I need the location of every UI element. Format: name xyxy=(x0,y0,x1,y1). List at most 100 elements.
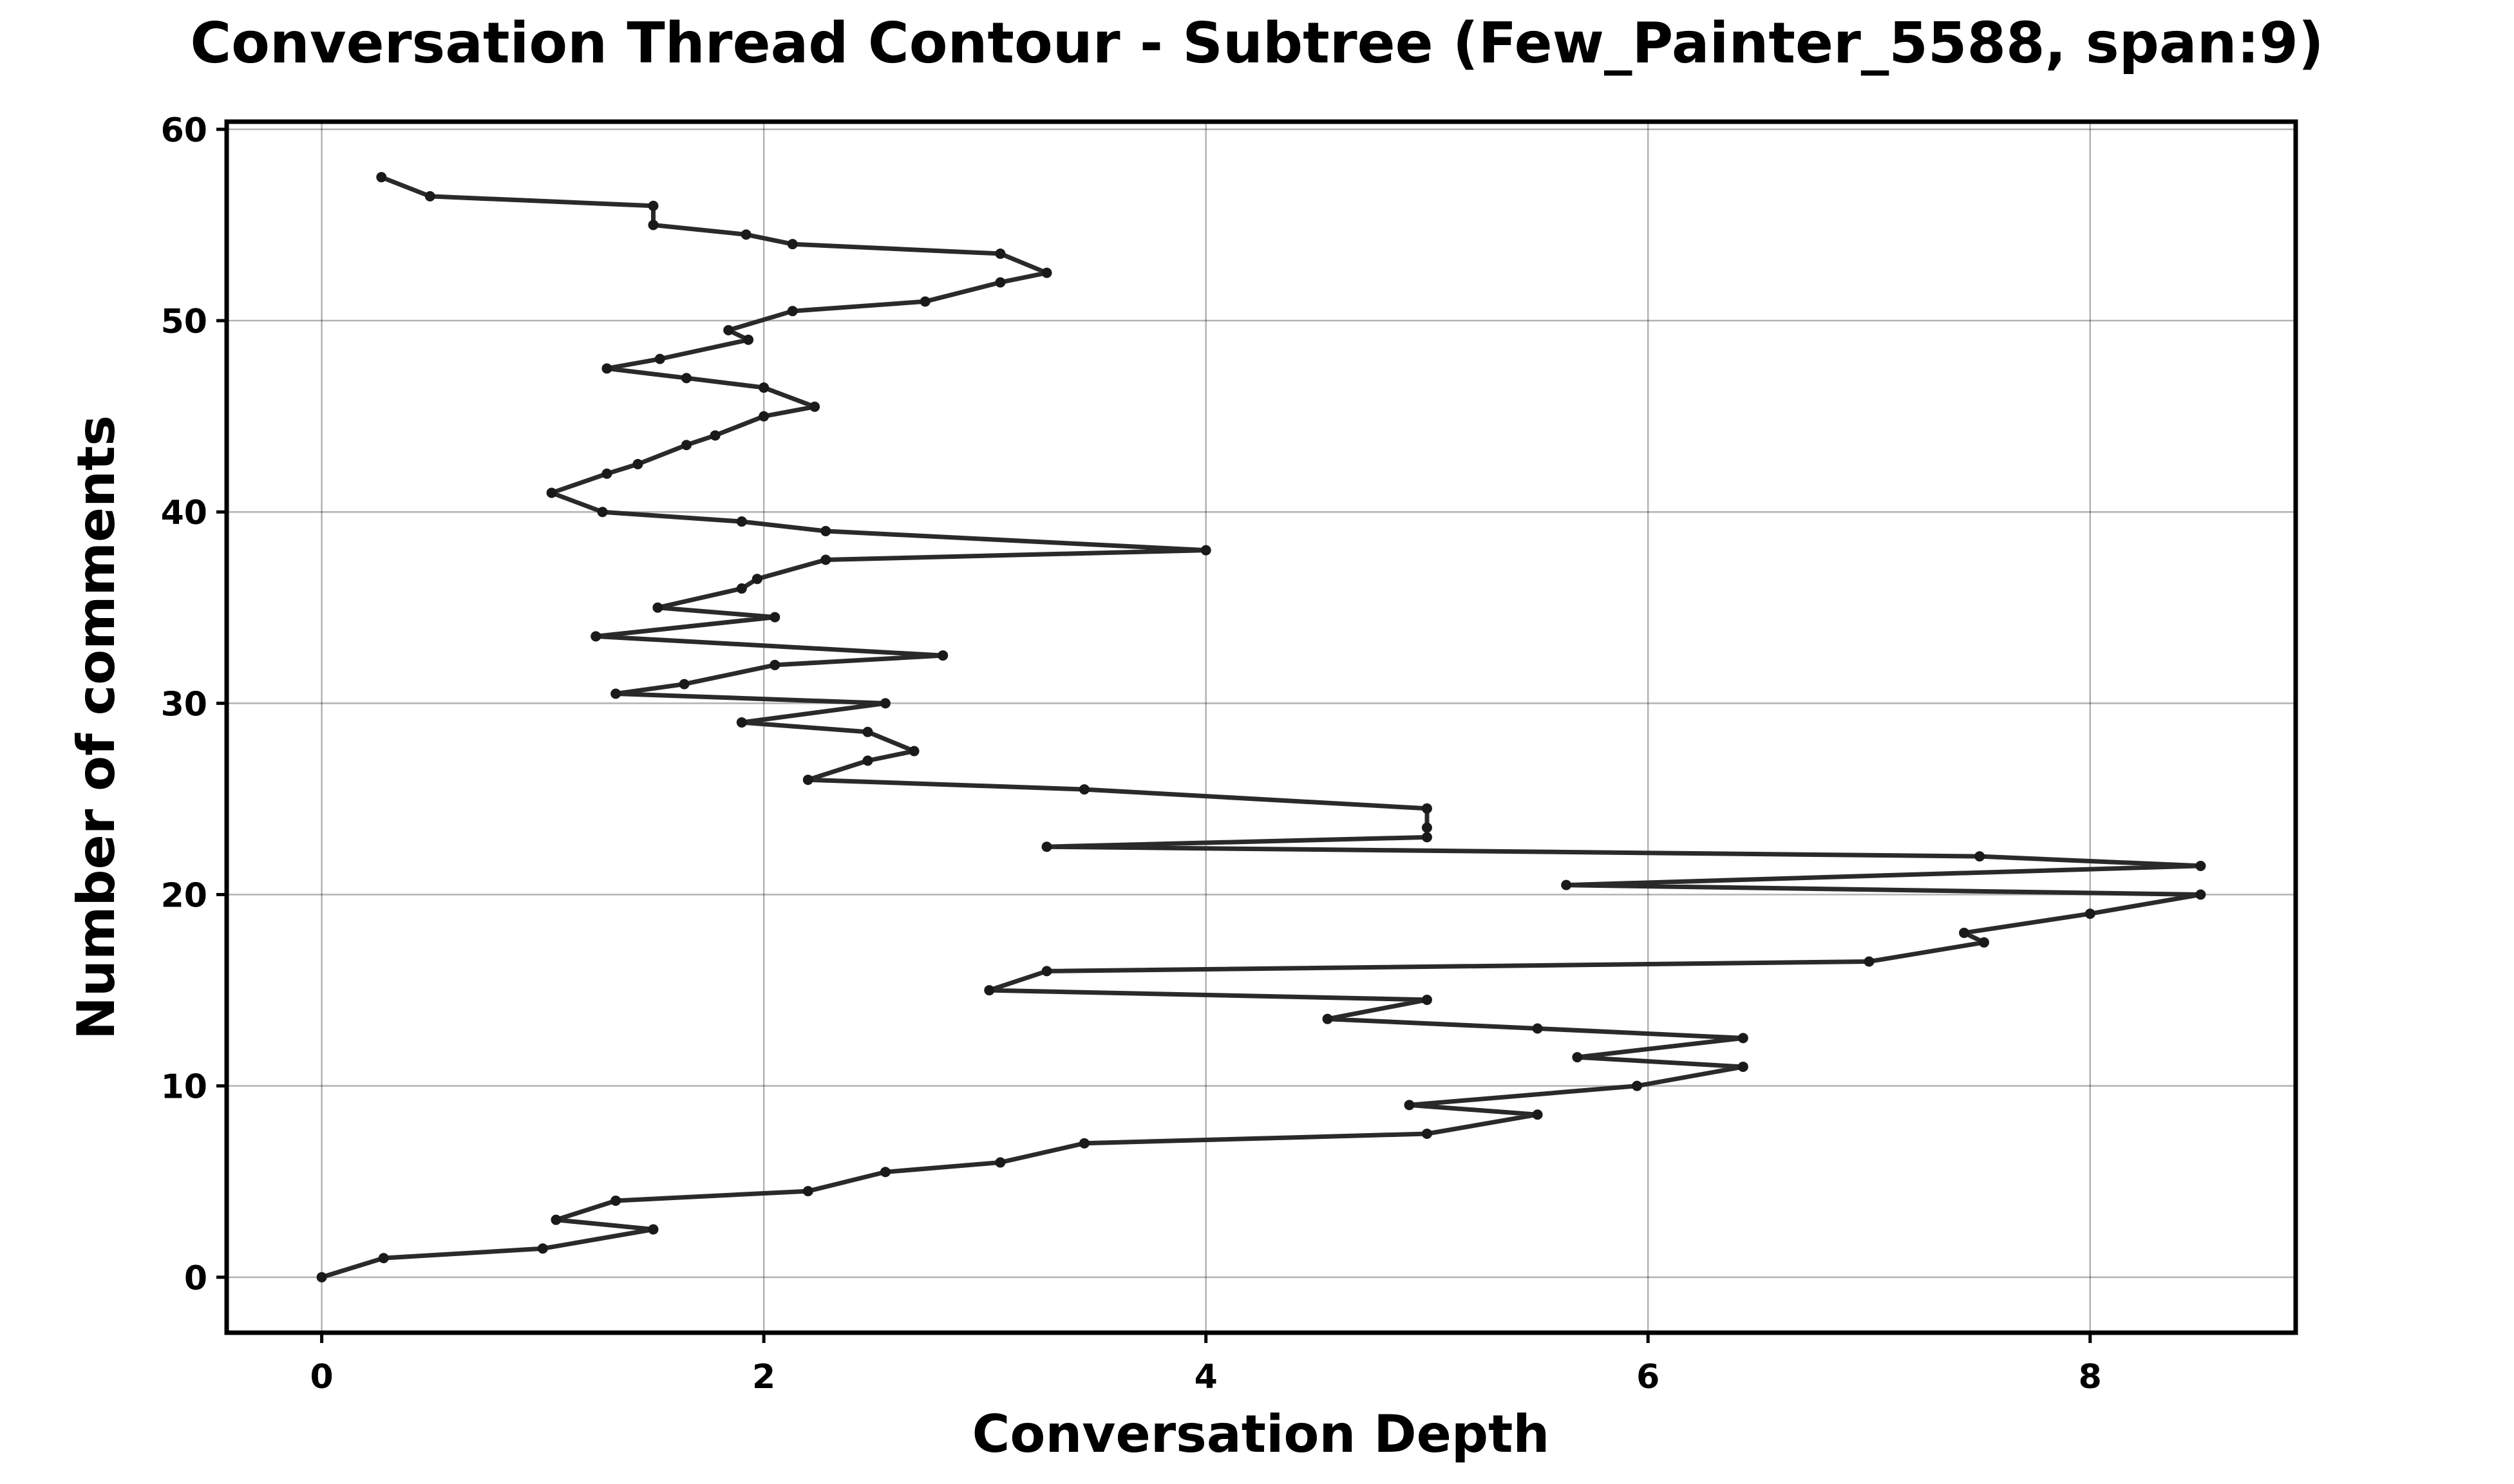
data-point xyxy=(862,755,873,766)
series-line xyxy=(319,174,2203,1280)
data-point xyxy=(995,277,1006,288)
data-point xyxy=(995,249,1006,259)
data-point xyxy=(1532,1023,1543,1034)
data-point xyxy=(1079,1138,1090,1149)
x-tick-label: 8 xyxy=(2079,1358,2102,1396)
y-tick-label: 40 xyxy=(161,494,207,532)
data-point xyxy=(820,554,831,565)
y-tick-label: 20 xyxy=(161,877,207,916)
data-point xyxy=(376,172,387,183)
data-point xyxy=(1041,966,1052,977)
data-point xyxy=(1532,1109,1543,1120)
data-point xyxy=(610,1195,621,1206)
data-point xyxy=(1959,927,1970,938)
x-tick-label: 4 xyxy=(1195,1358,1218,1396)
data-point xyxy=(802,1186,813,1197)
data-point xyxy=(648,220,659,230)
data-point xyxy=(2195,860,2206,871)
y-tick-label: 60 xyxy=(161,111,207,150)
data-point xyxy=(1864,956,1875,967)
y-tick-label: 10 xyxy=(161,1068,207,1107)
data-point xyxy=(802,775,813,785)
data-point xyxy=(316,1272,327,1282)
data-point xyxy=(1322,1013,1333,1024)
data-point xyxy=(751,574,762,585)
data-point xyxy=(770,612,780,623)
data-point xyxy=(809,401,820,412)
gridlines xyxy=(227,122,2296,1333)
data-point xyxy=(862,726,873,737)
data-point xyxy=(681,373,692,384)
data-point xyxy=(984,985,995,996)
data-point xyxy=(424,191,435,202)
data-point xyxy=(787,306,798,317)
data-point xyxy=(743,334,754,345)
data-point xyxy=(710,430,721,441)
data-point xyxy=(1079,784,1090,795)
data-point xyxy=(909,746,920,756)
data-point xyxy=(1421,994,1432,1005)
data-point xyxy=(1421,822,1432,833)
data-point xyxy=(537,1243,548,1254)
data-point xyxy=(1572,1052,1583,1063)
y-axis-label: Number of comments xyxy=(66,415,126,1040)
chart-title: Conversation Thread Contour - Subtree (F… xyxy=(190,10,2323,76)
data-point xyxy=(546,487,557,498)
data-point xyxy=(736,516,747,527)
data-point xyxy=(648,200,659,211)
data-point xyxy=(652,602,663,613)
data-point xyxy=(880,1167,891,1178)
plot-frame xyxy=(224,119,2298,1335)
data-point xyxy=(995,1157,1006,1168)
data-point xyxy=(1737,1033,1748,1044)
axis-ticks: 0 2 4 6 8 0 10 20 30 40 50 60 xyxy=(161,111,2102,1396)
data-point xyxy=(601,468,612,479)
data-point xyxy=(1974,851,1985,862)
data-point xyxy=(1421,1128,1432,1139)
y-tick-label: 0 xyxy=(184,1259,207,1298)
data-point xyxy=(1404,1100,1415,1111)
data-point xyxy=(1200,545,1211,556)
data-point xyxy=(736,583,747,594)
data-point xyxy=(723,324,734,335)
data-point xyxy=(648,1224,659,1235)
data-point xyxy=(551,1214,562,1225)
data-point xyxy=(679,679,690,690)
data-point xyxy=(1421,803,1432,814)
y-tick-label: 50 xyxy=(161,303,207,341)
data-point xyxy=(1421,832,1432,843)
data-point xyxy=(610,688,621,699)
x-tick-label: 6 xyxy=(1636,1358,1659,1396)
data-point xyxy=(938,650,949,661)
data-point xyxy=(654,353,665,364)
data-point xyxy=(1978,937,1989,948)
data-point xyxy=(1561,879,1572,890)
data-point xyxy=(681,440,692,451)
data-point xyxy=(632,458,643,469)
x-tick-label: 2 xyxy=(752,1358,775,1396)
data-point xyxy=(1041,267,1052,278)
data-point xyxy=(759,411,770,422)
data-point xyxy=(759,382,770,393)
data-point xyxy=(736,717,747,728)
data-point xyxy=(591,631,601,642)
data-point xyxy=(741,229,751,240)
data-point xyxy=(787,239,798,250)
y-tick-label: 30 xyxy=(161,685,207,724)
data-point xyxy=(378,1253,389,1264)
data-point xyxy=(1041,841,1052,852)
data-point xyxy=(770,659,780,670)
data-point xyxy=(597,507,608,518)
data-point xyxy=(920,296,931,307)
data-point xyxy=(1632,1080,1643,1091)
data-point xyxy=(820,525,831,536)
series-layer xyxy=(316,172,2206,1282)
data-point xyxy=(2084,908,2095,919)
data-point xyxy=(601,363,612,374)
x-axis-label: Conversation Depth xyxy=(972,1404,1550,1464)
data-point xyxy=(880,698,891,709)
data-point xyxy=(2195,889,2206,900)
x-tick-label: 0 xyxy=(310,1358,334,1396)
data-point xyxy=(1737,1061,1748,1072)
